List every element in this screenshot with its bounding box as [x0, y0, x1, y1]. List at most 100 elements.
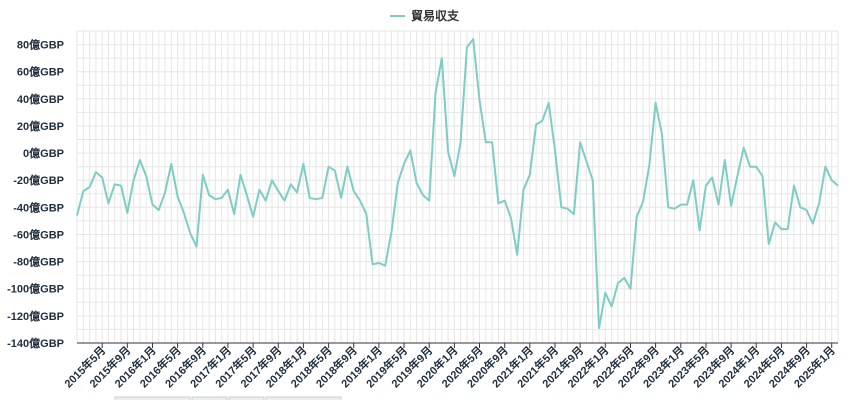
data-point[interactable] — [710, 176, 714, 180]
data-point[interactable] — [471, 37, 475, 41]
data-point[interactable] — [509, 216, 513, 220]
data-point[interactable] — [805, 208, 809, 212]
data-point[interactable] — [553, 148, 557, 152]
data-point[interactable] — [572, 212, 576, 216]
data-point[interactable] — [761, 174, 765, 178]
data-point[interactable] — [195, 245, 199, 249]
data-point[interactable] — [100, 176, 104, 180]
data-point[interactable] — [597, 326, 601, 330]
data-point[interactable] — [704, 184, 708, 188]
data-point[interactable] — [792, 184, 796, 188]
scroll-stub[interactable] — [228, 396, 265, 400]
data-point[interactable] — [534, 123, 538, 127]
data-point[interactable] — [270, 178, 274, 182]
data-point[interactable] — [75, 214, 79, 218]
data-point[interactable] — [220, 196, 224, 200]
data-point[interactable] — [522, 188, 526, 192]
data-point[interactable] — [408, 148, 412, 152]
data-point[interactable] — [232, 212, 236, 216]
series-line-trade-balance[interactable] — [76, 38, 839, 330]
bottom-scroll-area[interactable] — [114, 396, 342, 400]
data-point[interactable] — [647, 163, 651, 167]
data-point[interactable] — [779, 227, 783, 231]
data-point[interactable] — [446, 150, 450, 154]
data-point[interactable] — [723, 158, 727, 162]
data-point[interactable] — [383, 264, 387, 268]
data-point[interactable] — [559, 205, 563, 209]
data-point[interactable] — [836, 184, 840, 188]
data-point[interactable] — [584, 159, 588, 163]
data-point[interactable] — [666, 205, 670, 209]
data-point[interactable] — [735, 174, 739, 178]
data-point[interactable] — [119, 184, 123, 188]
data-point[interactable] — [283, 199, 287, 203]
data-point[interactable] — [754, 165, 758, 169]
data-point[interactable] — [88, 185, 92, 189]
data-point[interactable] — [314, 197, 318, 201]
data-point[interactable] — [308, 196, 312, 200]
data-point[interactable] — [295, 190, 299, 194]
data-point[interactable] — [660, 132, 664, 136]
scroll-stub[interactable] — [191, 396, 228, 400]
data-point[interactable] — [679, 203, 683, 207]
data-point[interactable] — [434, 91, 438, 95]
data-point[interactable] — [717, 203, 721, 207]
data-point[interactable] — [327, 165, 331, 169]
data-point[interactable] — [257, 188, 261, 192]
data-point[interactable] — [673, 207, 677, 211]
data-point[interactable] — [484, 140, 488, 144]
data-point[interactable] — [427, 199, 431, 203]
data-point[interactable] — [138, 158, 142, 162]
data-point[interactable] — [685, 203, 689, 207]
data-point[interactable] — [176, 195, 180, 199]
data-point[interactable] — [415, 181, 419, 185]
data-point[interactable] — [396, 181, 400, 185]
data-point[interactable] — [301, 162, 305, 166]
data-point[interactable] — [106, 201, 110, 205]
data-point[interactable] — [465, 45, 469, 49]
data-point[interactable] — [289, 182, 293, 186]
data-point[interactable] — [157, 208, 161, 212]
data-point[interactable] — [390, 230, 394, 234]
scroll-stub[interactable] — [114, 396, 191, 400]
data-point[interactable] — [81, 189, 85, 193]
data-point[interactable] — [591, 178, 595, 182]
data-point[interactable] — [364, 212, 368, 216]
data-point[interactable] — [264, 199, 268, 203]
data-point[interactable] — [603, 291, 607, 295]
data-point[interactable] — [729, 204, 733, 208]
data-point[interactable] — [169, 162, 173, 166]
data-point[interactable] — [478, 98, 482, 102]
data-point[interactable] — [742, 146, 746, 150]
data-point[interactable] — [251, 215, 255, 219]
data-point[interactable] — [163, 190, 167, 194]
data-point[interactable] — [333, 169, 337, 173]
data-point[interactable] — [226, 188, 230, 192]
data-point[interactable] — [823, 165, 827, 169]
data-point[interactable] — [352, 189, 356, 193]
data-point[interactable] — [622, 276, 626, 280]
data-point[interactable] — [358, 199, 362, 203]
data-point[interactable] — [459, 140, 463, 144]
data-point[interactable] — [540, 119, 544, 123]
data-point[interactable] — [377, 261, 381, 265]
data-point[interactable] — [188, 231, 192, 235]
data-point[interactable] — [515, 253, 519, 257]
data-point[interactable] — [786, 227, 790, 231]
data-point[interactable] — [635, 215, 639, 219]
data-point[interactable] — [371, 262, 375, 266]
data-point[interactable] — [811, 222, 815, 226]
data-point[interactable] — [817, 201, 821, 205]
data-point[interactable] — [207, 193, 211, 197]
data-point[interactable] — [402, 162, 406, 166]
data-point[interactable] — [566, 207, 570, 211]
data-point[interactable] — [691, 178, 695, 182]
data-point[interactable] — [213, 197, 217, 201]
data-point[interactable] — [440, 56, 444, 60]
data-point[interactable] — [616, 281, 620, 285]
data-point[interactable] — [610, 304, 614, 308]
data-point[interactable] — [773, 220, 777, 224]
data-point[interactable] — [547, 101, 551, 105]
data-point[interactable] — [528, 173, 532, 177]
legend[interactable]: 貿易収支 — [390, 8, 460, 23]
